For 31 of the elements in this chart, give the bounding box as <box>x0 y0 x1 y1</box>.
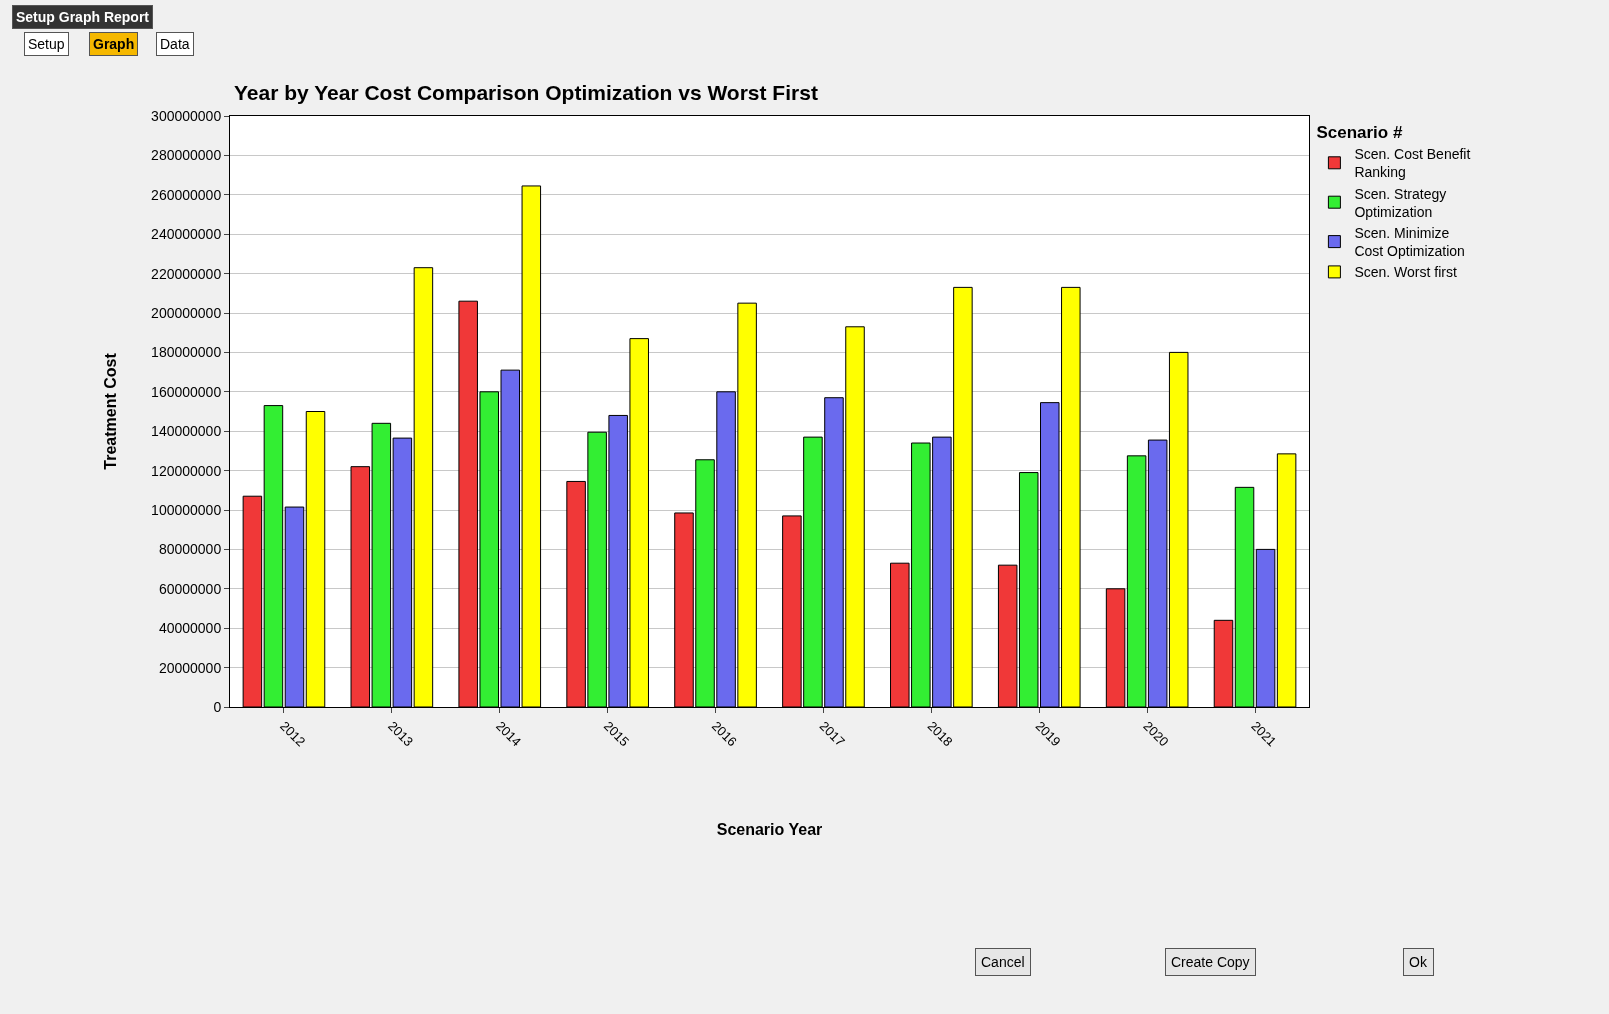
legend-label: Scen. Worst first <box>1354 264 1457 281</box>
chart-title: Year by Year Cost Comparison Optimization vs Worst First <box>234 81 818 105</box>
text: Data <box>160 36 190 52</box>
y-tick-label: 140000000 <box>151 423 222 440</box>
text: Cancel <box>981 954 1025 970</box>
x-axis-title: Scenario Year <box>716 820 823 838</box>
y-axis-title: Treatment Cost <box>102 352 120 470</box>
y-tick-label: 200000000 <box>151 304 222 321</box>
legend-label: Scen. Strategy Optimization <box>1354 185 1447 220</box>
legend-title: Scenario # <box>1316 123 1403 143</box>
text: Create Copy <box>1171 954 1250 970</box>
y-tick-label: 100000000 <box>151 501 222 518</box>
y-tick-label: 280000000 <box>151 147 222 164</box>
legend-label: Scen. Cost Benefit Ranking <box>1354 146 1471 181</box>
y-tick-label: 120000000 <box>151 462 222 479</box>
y-tick-label: 0 <box>213 698 222 715</box>
y-tick-label: 180000000 <box>151 344 222 361</box>
y-tick-label: 160000000 <box>151 383 222 400</box>
text: Setup Graph Report <box>16 9 150 25</box>
y-tick-label: 260000000 <box>151 186 222 203</box>
y-tick-label: 80000000 <box>158 541 222 558</box>
y-tick-label: 60000000 <box>158 580 222 597</box>
y-tick-label: 220000000 <box>151 265 222 282</box>
y-tick-label: 20000000 <box>158 659 222 676</box>
legend-label: Scen. Minimize Cost Optimization <box>1354 224 1465 260</box>
y-tick-label: 40000000 <box>158 620 222 637</box>
text: Graph <box>93 36 135 52</box>
y-tick-label: 300000000 <box>151 107 222 124</box>
text: Setup <box>28 36 65 52</box>
y-tick-label: 240000000 <box>151 226 222 243</box>
text: Ok <box>1409 954 1428 970</box>
